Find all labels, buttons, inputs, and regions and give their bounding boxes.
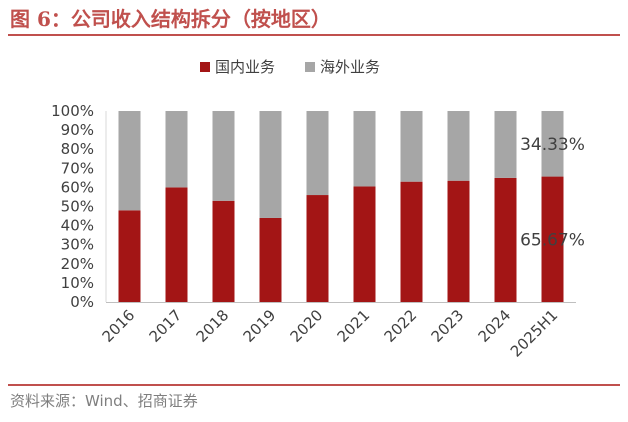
legend: 国内业务 海外业务 [200,58,380,76]
bar-overseas-2024 [494,111,517,178]
y-tick-label: 30% [61,236,94,254]
x-tick-label: 2020 [287,306,327,346]
legend-overseas-label: 海外业务 [320,58,380,76]
y-tick-label: 70% [61,159,94,177]
stacked-bar-chart: 国内业务 海外业务 0%10%20%30%40%50% 60%70%80%90%10… [51,58,585,361]
figure-title: 图 6：公司收入结构拆分（按地区） [8,4,620,36]
x-tick-label: 2018 [193,306,233,346]
data-label: 65.67% [520,230,585,250]
x-tick-label: 2017 [146,306,186,346]
bar-overseas-2025H1 [541,111,564,177]
y-tick-label: 60% [61,178,94,196]
legend-domestic-label: 国内业务 [215,58,275,76]
bar-domestic-2018 [212,200,235,302]
bar-overseas-2019 [259,111,282,218]
bar-overseas-2016 [118,111,141,211]
bar-domestic-2025H1 [541,176,564,302]
data-label: 34.33% [520,135,585,155]
y-tick-label: 100% [51,102,94,120]
bar-overseas-2021 [353,111,376,187]
x-axis: 2016 2017 2018 2019 2020 2021 2022 2023 20242025… [99,302,576,361]
legend-overseas-swatch [305,62,315,72]
bar-domestic-2017 [165,187,188,302]
bar-domestic-2019 [259,217,282,302]
bar-overseas-2023 [447,111,470,181]
y-tick-label: 50% [61,198,94,216]
x-tick-label: 2021 [334,306,374,346]
y-tick-label: 40% [61,217,94,235]
y-tick-label: 90% [61,121,94,139]
legend-domestic-swatch [200,62,210,72]
x-tick-label: 2016 [99,306,139,346]
annotations: 34.33% 65.67% [520,135,585,251]
y-tick-label: 0% [70,293,94,311]
bar-overseas-2017 [165,111,188,188]
bar-domestic-2016 [118,210,141,302]
bar-domestic-2023 [447,180,470,302]
bar-domestic-2020 [306,195,329,302]
bar-domestic-2024 [494,177,517,302]
x-tick-label: 2022 [381,306,421,346]
y-axis: 0%10%20%30%40%50% 60%70%80%90%100% [51,102,107,311]
bars [118,111,564,302]
x-tick-label: 2025H1 [507,306,561,360]
source-note: 资料来源：Wind、招商证券 [8,384,620,420]
x-tick-label: 2023 [428,306,468,346]
y-tick-label: 20% [61,255,94,273]
x-tick-label: 2019 [240,306,280,346]
y-tick-label: 80% [61,140,94,158]
bar-overseas-2022 [400,111,423,182]
bar-overseas-2018 [212,111,235,201]
x-tick-label: 2024 [475,306,515,346]
bar-domestic-2021 [353,186,376,302]
y-tick-label: 10% [61,274,94,292]
bar-domestic-2022 [400,181,423,302]
bar-overseas-2020 [306,111,329,196]
